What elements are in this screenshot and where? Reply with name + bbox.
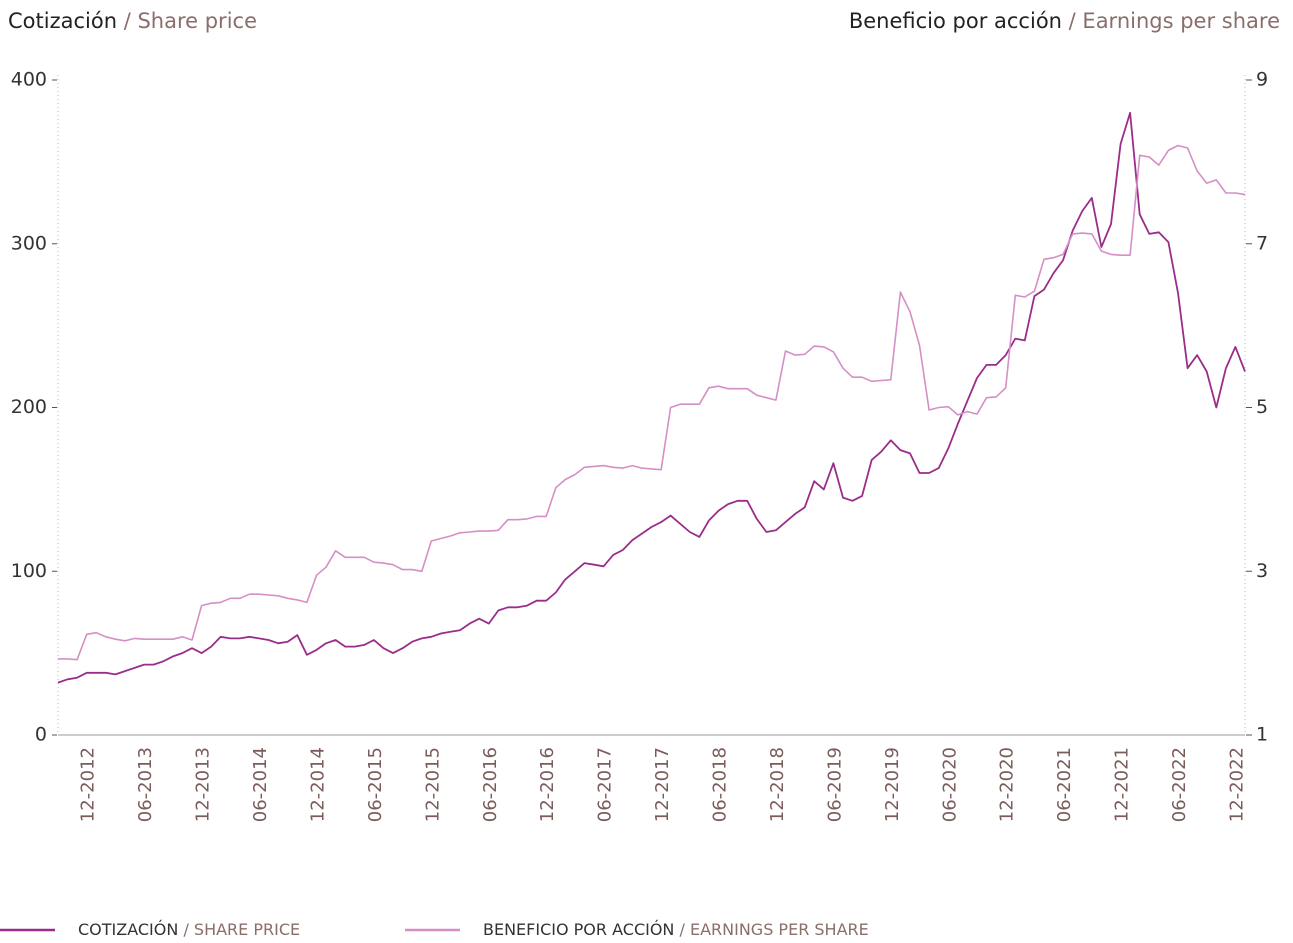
x-tick-label: 06-2019 xyxy=(824,747,845,822)
y-tick-label: 300 xyxy=(11,232,47,254)
legend-name-en: / EARNINGS PER SHARE xyxy=(679,920,868,939)
x-tick-label: 06-2015 xyxy=(365,747,386,822)
legend-label: COTIZACIÓN / SHARE PRICE xyxy=(78,920,300,939)
y-tick-label: 0 xyxy=(35,724,47,746)
y2-tick-label: 1 xyxy=(1256,724,1268,746)
x-tick-label: 12-2020 xyxy=(997,747,1018,822)
title-es: Beneficio por acción xyxy=(849,9,1062,33)
title-en: / Earnings per share xyxy=(1069,9,1280,33)
y2-tick-label: 5 xyxy=(1256,396,1268,418)
x-tick-label: 12-2016 xyxy=(537,747,558,822)
x-tick-label: 12-2022 xyxy=(1226,747,1247,822)
x-tick-label: 12-2013 xyxy=(193,747,214,822)
series-line xyxy=(58,144,1246,661)
x-tick-label: 06-2022 xyxy=(1169,747,1190,822)
x-tick-label: 06-2017 xyxy=(595,747,616,822)
x-tick-label: 12-2015 xyxy=(422,747,443,822)
legend-label: BENEFICIO POR ACCIÓN / EARNINGS PER SHAR… xyxy=(483,920,869,939)
y-axis-title: Cotización / Share price xyxy=(8,9,257,33)
y-tick-label: 100 xyxy=(11,560,47,582)
title-es: Cotización xyxy=(8,9,117,33)
series-line xyxy=(57,111,1246,684)
x-tick-label: 06-2021 xyxy=(1054,747,1075,822)
x-tick-label: 12-2019 xyxy=(882,747,903,822)
x-tick-label: 06-2020 xyxy=(939,747,960,822)
legend-name: BENEFICIO POR ACCIÓN xyxy=(483,920,674,939)
x-tick-label: 12-2021 xyxy=(1112,747,1133,822)
y2-tick-label: 3 xyxy=(1256,560,1268,582)
y2-tick-label: 9 xyxy=(1256,69,1268,91)
y2-tick-label: 7 xyxy=(1256,232,1268,254)
legend-name: COTIZACIÓN xyxy=(78,920,178,939)
x-tick-label: 06-2013 xyxy=(135,747,156,822)
title-en: / Share price xyxy=(124,9,257,33)
x-tick-label: 06-2014 xyxy=(250,747,271,822)
x-tick-label: 12-2018 xyxy=(767,747,788,822)
x-tick-label: 06-2018 xyxy=(710,747,731,822)
y-tick-label: 400 xyxy=(11,69,47,91)
legend-name-en: / SHARE PRICE xyxy=(183,920,300,939)
y2-axis-title: Beneficio por acción / Earnings per shar… xyxy=(849,9,1280,33)
x-tick-label: 12-2014 xyxy=(307,747,328,822)
x-tick-label: 12-2017 xyxy=(652,747,673,822)
y-tick-label: 200 xyxy=(11,396,47,418)
x-tick-label: 06-2016 xyxy=(480,747,501,822)
x-tick-label: 12-2012 xyxy=(78,747,99,822)
